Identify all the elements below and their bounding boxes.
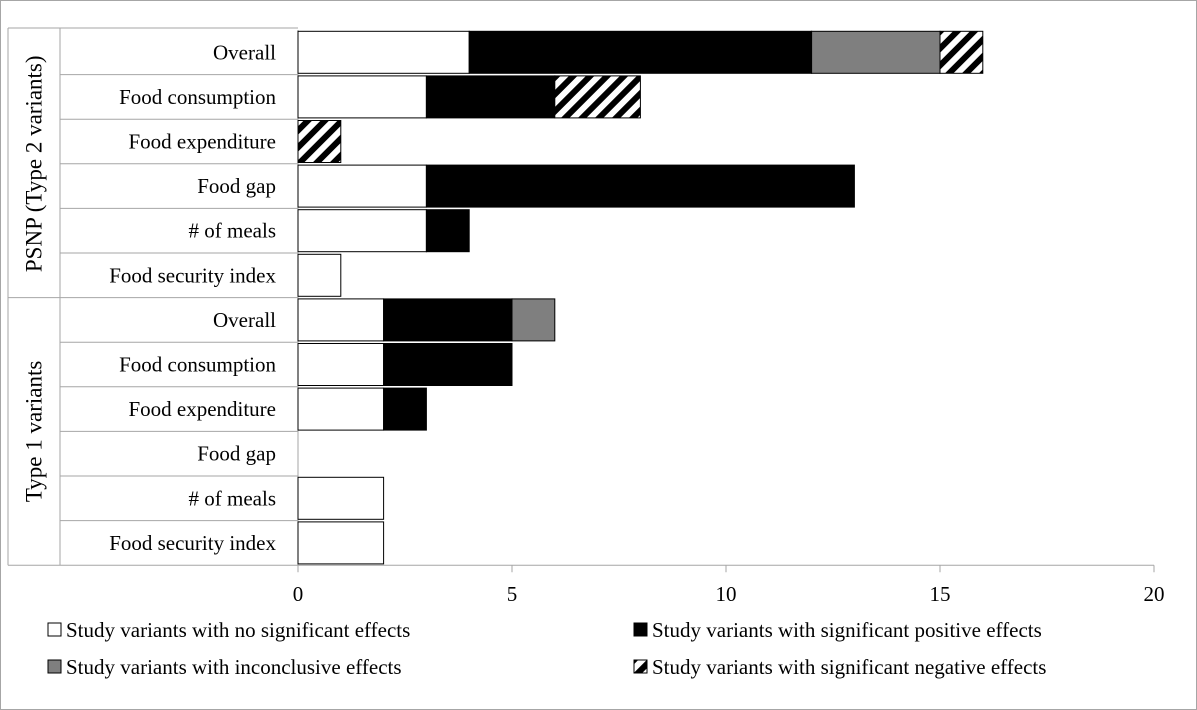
legend-label: Study variants with significant negative…	[652, 655, 1046, 679]
legend-swatch	[47, 622, 62, 637]
bar-segment	[297, 120, 342, 163]
bar-segment	[297, 209, 427, 253]
legend: Study variants with no significant effec…	[47, 618, 1046, 679]
legend-swatch	[47, 659, 62, 674]
category-label: Food consumption	[119, 353, 276, 377]
x-axis: 0 5 10 15 20	[293, 565, 1165, 606]
bar-segment	[383, 387, 427, 431]
x-tick-label: 15	[930, 582, 951, 606]
bar-segment	[297, 164, 427, 208]
category-label: Food security index	[109, 531, 276, 555]
category-label: Overall	[213, 40, 276, 64]
category-label: Food security index	[109, 263, 276, 287]
category-labels: Overall Food consumption Food expenditure F…	[109, 40, 276, 555]
category-label: Overall	[213, 308, 276, 332]
category-label: Food gap	[197, 174, 276, 198]
category-label: # of meals	[189, 486, 276, 510]
bar-segment	[297, 476, 385, 520]
legend-label: Study variants with significant positive…	[652, 618, 1042, 642]
bar-segment	[425, 164, 855, 208]
bar-segment	[811, 30, 941, 74]
x-tick-label: 20	[1144, 582, 1165, 606]
bar-segment	[425, 75, 556, 119]
bar-segment	[297, 30, 470, 74]
bar-segment	[554, 75, 641, 119]
bar-segment	[297, 298, 385, 342]
legend-swatch	[633, 622, 648, 637]
group-label: PSNP (Type 2 variants)	[22, 55, 47, 272]
category-label: Food consumption	[119, 85, 276, 109]
bar-segment	[425, 209, 470, 253]
bar-segment	[511, 298, 556, 342]
category-label: # of meals	[189, 219, 276, 243]
category-label: Food expenditure	[128, 397, 276, 421]
legend-swatch	[633, 659, 648, 674]
bar-segment	[939, 30, 984, 74]
group-labels: PSNP (Type 2 variants) Type 1 variants	[22, 55, 47, 502]
bar-segment	[297, 521, 385, 565]
bar-segment	[297, 253, 342, 297]
category-label: Food gap	[197, 442, 276, 466]
bar-segment	[383, 343, 513, 386]
bar-segment	[297, 75, 427, 119]
legend-label: Study variants with no significant effec…	[66, 618, 410, 642]
chart-structure	[7, 27, 1154, 566]
bar-segment	[297, 387, 385, 431]
bar-segment	[383, 298, 513, 342]
group-label: Type 1 variants	[22, 361, 47, 503]
bar-segment	[297, 343, 385, 386]
legend-label: Study variants with inconclusive effects	[66, 655, 402, 679]
x-tick-label: 5	[507, 582, 518, 606]
category-label: Food expenditure	[128, 130, 276, 154]
x-tick-label: 0	[293, 582, 304, 606]
bars	[297, 30, 984, 565]
bar-segment	[468, 30, 813, 74]
x-tick-label: 10	[716, 582, 737, 606]
